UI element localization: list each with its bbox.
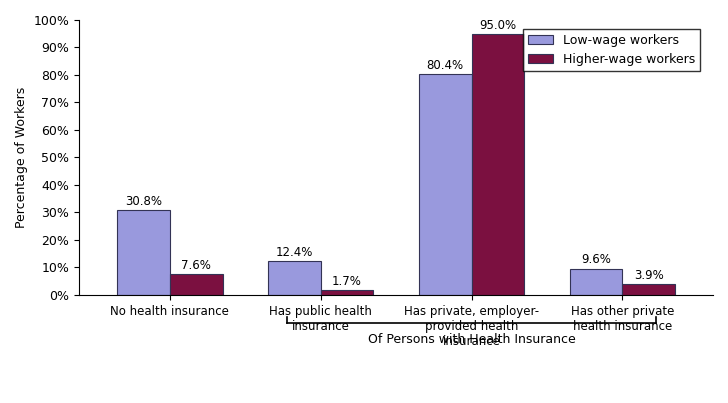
Bar	[268, 261, 320, 295]
Legend: Low-wage workers, Higher-wage workers: Low-wage workers, Higher-wage workers	[523, 29, 700, 71]
Text: 30.8%: 30.8%	[124, 195, 162, 208]
Text: 1.7%: 1.7%	[332, 275, 362, 288]
Y-axis label: Percentage of Workers: Percentage of Workers	[15, 87, 28, 228]
Text: 12.4%: 12.4%	[275, 246, 313, 259]
Bar	[117, 210, 170, 295]
Bar	[622, 284, 676, 295]
Text: 7.6%: 7.6%	[181, 259, 211, 272]
Text: 3.9%: 3.9%	[634, 269, 664, 282]
Bar	[170, 274, 223, 295]
Text: 9.6%: 9.6%	[581, 253, 611, 266]
Text: 80.4%: 80.4%	[427, 59, 464, 72]
Bar	[569, 268, 622, 295]
Bar	[472, 34, 524, 295]
Text: Of Persons with Health Insurance: Of Persons with Health Insurance	[368, 333, 575, 346]
Text: 95.0%: 95.0%	[479, 19, 516, 31]
Bar	[419, 74, 472, 295]
Bar	[320, 290, 373, 295]
